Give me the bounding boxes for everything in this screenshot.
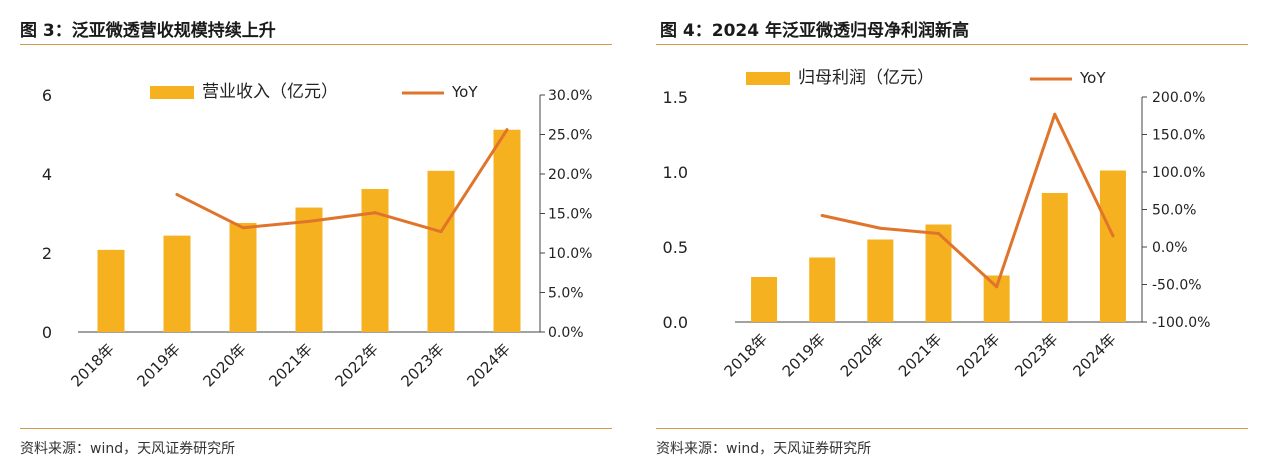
yoy-point-2021年 [937, 232, 940, 235]
right-axis-tick-label: 5.0% [548, 286, 584, 302]
bar-2024年 [1099, 170, 1126, 322]
left-axis-tick-label: 1.5 [663, 88, 688, 107]
right-axis-tick-label: -50.0% [1152, 278, 1202, 294]
left-axis-tick-label: 0.0 [663, 313, 688, 332]
profit-chart: 0.0 0.5 1.0 1.5 -100.0% -50.0% 0.0% 50.0% 100.0%… [663, 68, 1211, 380]
x-tick-label: 2022年 [331, 340, 381, 390]
legend-bar-label: 营业收入（亿元） [202, 82, 338, 102]
bar-2018年 [751, 277, 778, 322]
yoy-point-2021年 [307, 219, 311, 223]
bar-2022年 [361, 189, 389, 332]
left-axis-tick-label: 6 [42, 86, 52, 105]
left-axis-tick-label: 0.5 [663, 238, 688, 257]
bar-2023年 [1041, 193, 1068, 322]
source-rule [656, 428, 1248, 429]
right-axis-tick-label: 150.0% [1152, 128, 1205, 144]
x-tick-label: 2018年 [67, 340, 117, 390]
source-note: 资料来源：wind，天风证券研究所 [20, 441, 236, 457]
legend-bar-label: 归母利润（亿元） [798, 68, 934, 88]
bar-2020年 [229, 222, 257, 332]
source-rule [20, 428, 612, 429]
yoy-point-2020年 [241, 226, 245, 230]
yoy-point-2023年 [1053, 112, 1057, 116]
yoy-line [175, 128, 509, 234]
x-tick-label: 2024年 [463, 340, 513, 390]
yoy-point-2024年 [505, 128, 509, 132]
bar-2019年 [809, 257, 836, 322]
left-axis-tick-label: 0 [42, 323, 52, 342]
x-tick-label: 2019年 [133, 340, 183, 390]
profit-chart-panel: 图 4：2024 年泛亚微透归母净利润新高 0.0 0.5 1.0 1.5 -100.0… [640, 0, 1280, 465]
x-tick-label: 2020年 [837, 330, 887, 380]
yoy-point-2023年 [439, 230, 443, 234]
legend-bar-swatch [150, 86, 194, 99]
title-rule [20, 44, 612, 45]
right-axis-tick-label: 25.0% [548, 128, 592, 144]
yoy-point-2022年 [995, 285, 999, 289]
right-axis-tick-label: 50.0% [1152, 203, 1196, 219]
left-axis-tick-label: 2 [42, 244, 52, 263]
right-axis-tick-label: 10.0% [548, 246, 592, 262]
legend-bar-swatch [746, 72, 790, 85]
right-axis-tick-label: 100.0% [1152, 165, 1205, 181]
right-axis-tick-label: 0.0% [1152, 240, 1188, 256]
revenue-chart: 0 2 4 6 0.0% 5.0% 10.0% 15.0% 20.0% 25.0% 30.0% 201… [42, 82, 593, 390]
revenue-chart-panel: 图 3：泛亚微透营收规模持续上升 0 2 4 6 0.0% 5.0% 10.0% 15.0% 2… [20, 21, 612, 457]
bar-2019年 [163, 235, 191, 332]
bar-2020年 [867, 239, 894, 322]
right-axis-tick-label: 20.0% [548, 167, 592, 183]
yoy-point-2019年 [820, 214, 824, 217]
bar-2024年 [493, 129, 521, 332]
title-rule [656, 44, 1248, 45]
right-axis-tick-label: 15.0% [548, 207, 592, 223]
x-tick-label: 2023年 [1011, 330, 1061, 380]
x-tick-label: 2018年 [721, 330, 771, 380]
right-axis-tick-label: 30.0% [548, 88, 592, 104]
chart-title: 图 4：2024 年泛亚微透归母净利润新高 [660, 21, 969, 41]
x-tick-label: 2019年 [779, 330, 829, 380]
right-axis-tick-label: 0.0% [548, 325, 584, 341]
yoy-point-2024年 [1111, 234, 1115, 238]
x-tick-label: 2022年 [953, 330, 1003, 380]
x-tick-label: 2021年 [895, 330, 945, 380]
x-tick-label: 2020年 [199, 340, 249, 390]
yoy-point-2020年 [878, 226, 882, 230]
bar-2021年 [925, 224, 952, 322]
x-tick-label: 2024年 [1069, 330, 1119, 380]
bar-2021年 [295, 207, 323, 332]
left-axis-tick-label: 4 [42, 165, 52, 184]
right-axis-tick-label: -100.0% [1152, 315, 1210, 331]
legend-line-label: YoY [451, 83, 478, 101]
x-tick-label: 2021年 [265, 340, 315, 390]
yoy-point-2022年 [373, 211, 377, 215]
left-axis-tick-label: 1.0 [663, 163, 688, 182]
right-axis-tick-label: 200.0% [1152, 90, 1205, 106]
x-tick-label: 2023年 [397, 340, 447, 390]
legend-line-label: YoY [1079, 69, 1106, 87]
bar-2023年 [427, 170, 455, 332]
chart-title: 图 3：泛亚微透营收规模持续上升 [20, 21, 276, 41]
yoy-point-2019年 [175, 193, 179, 197]
bar-2018年 [97, 249, 125, 332]
yoy-line [820, 112, 1115, 289]
source-note: 资料来源：wind，天风证券研究所 [656, 441, 872, 457]
